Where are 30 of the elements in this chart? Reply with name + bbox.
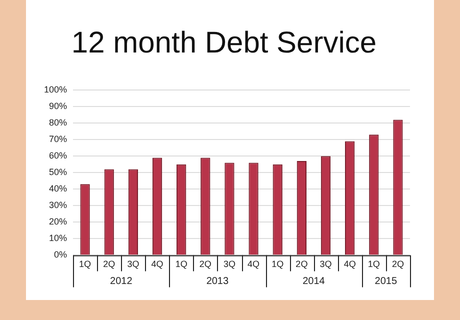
y-tick-label: 80%: [49, 118, 68, 128]
x-tick-label: 1Q: [175, 259, 188, 270]
text: 2015: [374, 276, 398, 287]
y-tick-label: 0%: [54, 250, 68, 260]
x-tick-label: 2Q: [392, 259, 404, 270]
x-tick-label: 4Q: [151, 259, 164, 270]
x-tick-label: 3Q: [223, 259, 236, 270]
text: 2012: [110, 276, 133, 287]
y-tick-label: 10%: [49, 233, 68, 244]
y-tick-label: 90%: [49, 101, 68, 112]
y-tick-label: 70%: [49, 134, 68, 144]
y-tick-label: 100%: [44, 84, 68, 94]
x-tick-label: 2Q: [103, 259, 116, 270]
x-tick-label: 4Q: [344, 259, 356, 270]
text: 2013: [206, 276, 229, 287]
y-tick-label: 20%: [49, 216, 68, 227]
x-tick-label: 3Q: [320, 259, 332, 270]
x-tick-label: 1Q: [79, 259, 92, 270]
x-tick-label: 4Q: [248, 259, 260, 270]
y-tick-label: 30%: [49, 200, 68, 210]
text: 2014: [302, 276, 326, 287]
chart-title: 12 month Debt Service: [71, 26, 377, 60]
x-tick-label: 1Q: [272, 259, 284, 270]
y-tick-label: 60%: [49, 150, 68, 161]
x-tick-label: 2Q: [199, 259, 212, 270]
x-tick-label: 2Q: [296, 259, 308, 270]
x-tick-label: 1Q: [368, 259, 380, 270]
y-tick-label: 40%: [49, 184, 68, 194]
y-tick-label: 50%: [49, 167, 68, 178]
x-tick-label: 3Q: [127, 259, 140, 270]
